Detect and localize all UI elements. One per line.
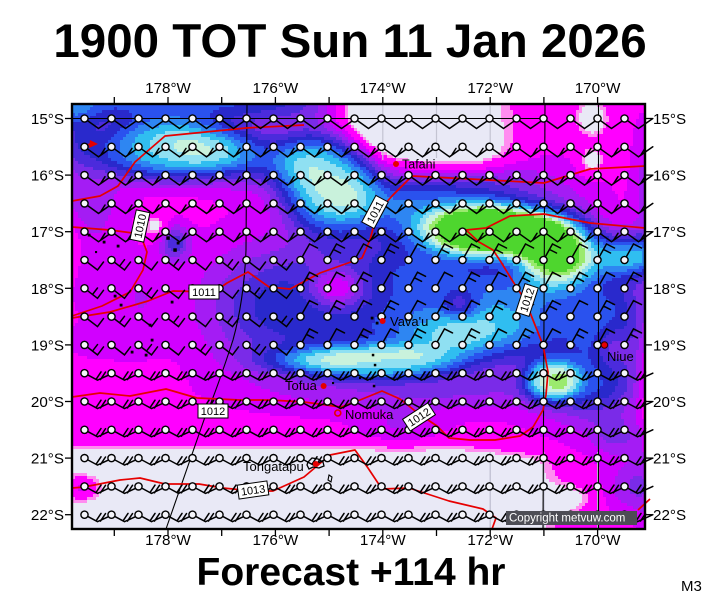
svg-text:170°W: 170°W [575, 80, 621, 97]
svg-text:15°S: 15°S [653, 111, 686, 128]
svg-text:16°S: 16°S [653, 168, 686, 185]
svg-text:19°S: 19°S [653, 337, 686, 354]
svg-text:Tongatapu: Tongatapu [243, 459, 304, 474]
svg-text:22°S: 22°S [653, 507, 686, 524]
svg-text:15°S: 15°S [31, 111, 64, 128]
svg-text:176°W: 176°W [253, 80, 299, 97]
svg-text:Tofua: Tofua [285, 378, 318, 393]
svg-text:174°W: 174°W [360, 80, 406, 97]
svg-text:20°S: 20°S [653, 394, 686, 411]
svg-text:174°W: 174°W [360, 532, 406, 549]
svg-text:178°W: 178°W [145, 80, 191, 97]
svg-text:M3: M3 [681, 578, 702, 595]
svg-text:1013: 1013 [240, 483, 266, 498]
svg-text:20°S: 20°S [31, 394, 64, 411]
svg-text:17°S: 17°S [31, 224, 64, 241]
svg-text:Copyright metvuw.com: Copyright metvuw.com [509, 513, 625, 525]
svg-text:17°S: 17°S [653, 224, 686, 241]
svg-text:172°W: 172°W [467, 80, 513, 97]
svg-text:22°S: 22°S [31, 507, 64, 524]
svg-text:19°S: 19°S [31, 337, 64, 354]
svg-text:1011: 1011 [192, 287, 216, 299]
svg-text:21°S: 21°S [653, 451, 686, 468]
svg-text:Vava'u: Vava'u [390, 314, 428, 329]
svg-text:Niue: Niue [607, 349, 634, 364]
svg-text:170°W: 170°W [575, 532, 621, 549]
svg-text:21°S: 21°S [31, 451, 64, 468]
svg-text:16°S: 16°S [31, 168, 64, 185]
svg-text:176°W: 176°W [253, 532, 299, 549]
svg-text:18°S: 18°S [653, 281, 686, 298]
svg-text:18°S: 18°S [31, 281, 64, 298]
svg-text:Forecast +114 hr: Forecast +114 hr [197, 551, 506, 594]
svg-text:1900 TOT Sun 11 Jan 2026: 1900 TOT Sun 11 Jan 2026 [53, 15, 646, 68]
svg-text:1010: 1010 [133, 213, 150, 239]
svg-text:Nomuka: Nomuka [345, 407, 394, 422]
svg-text:Tafahi: Tafahi [402, 158, 435, 172]
svg-text:178°W: 178°W [145, 532, 191, 549]
svg-text:1012: 1012 [201, 406, 225, 418]
svg-text:172°W: 172°W [467, 532, 513, 549]
